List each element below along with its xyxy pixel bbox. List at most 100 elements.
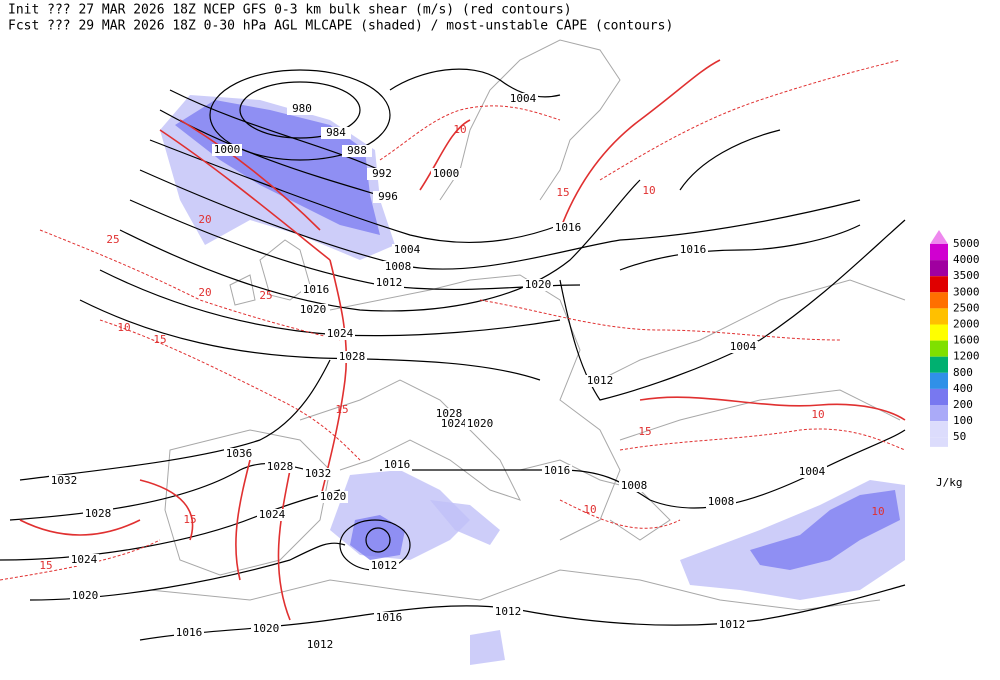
isobar xyxy=(19,359,331,481)
label-backdrop xyxy=(523,279,553,291)
coastline xyxy=(619,389,901,441)
shear-label: 25 xyxy=(106,233,119,246)
isobar-label: 1012 xyxy=(307,638,334,651)
isobar xyxy=(79,299,541,381)
isobar-label: 1032 xyxy=(51,474,78,487)
isobar-label: 1024 xyxy=(259,508,286,521)
label-backdrop xyxy=(251,623,281,635)
label-backdrop xyxy=(212,144,242,156)
shear-label: 15 xyxy=(638,425,651,438)
isobar xyxy=(559,219,906,401)
label-backdrop xyxy=(367,168,397,180)
label-backdrop xyxy=(431,168,461,180)
label-backdrop xyxy=(585,375,615,387)
legend-label: 800 xyxy=(953,366,973,379)
isobar xyxy=(169,89,391,176)
isobar-label: 1008 xyxy=(708,495,735,508)
legend-swatch xyxy=(930,372,948,389)
isobar-label: 1008 xyxy=(385,260,412,273)
shear-contour xyxy=(0,499,681,581)
label-backdrop xyxy=(69,554,99,566)
shear-label: 15 xyxy=(335,403,348,416)
legend-label: 100 xyxy=(953,414,973,427)
cape-area xyxy=(350,515,405,560)
legend-label: 50 xyxy=(953,430,966,443)
coastline xyxy=(229,274,256,306)
shear-label: 10 xyxy=(117,321,130,334)
shear-contour xyxy=(19,479,194,541)
isobar xyxy=(619,224,861,271)
legend-label: 2500 xyxy=(953,301,980,314)
legend-label: 2000 xyxy=(953,318,980,331)
label-backdrop xyxy=(382,459,412,471)
isobar-label: 988 xyxy=(347,144,367,157)
shear-label: 15 xyxy=(39,559,52,572)
isobar-label: 1012 xyxy=(719,618,746,631)
color-legend: J/kg 5000 4000 3500 3000 2500 2000 1600 1200 800… xyxy=(930,230,980,489)
isobar-label: 980 xyxy=(292,102,312,115)
label-backdrop xyxy=(325,328,355,340)
isobar-label: 1032 xyxy=(305,467,332,480)
isobar-label: 1012 xyxy=(587,374,614,387)
label-backdrop xyxy=(508,93,538,105)
label-backdrop xyxy=(542,465,572,477)
label-backdrop xyxy=(493,606,523,618)
isobar-label: 1020 xyxy=(253,622,280,635)
label-backdrop xyxy=(298,304,328,316)
label-backdrop xyxy=(439,418,469,430)
label-backdrop xyxy=(374,612,404,624)
isobar-label: 1020 xyxy=(320,490,347,503)
label-backdrop xyxy=(224,448,254,460)
label-backdrop xyxy=(287,103,317,115)
coastline xyxy=(599,279,906,381)
label-backdrop xyxy=(383,261,413,273)
legend-swatch xyxy=(930,260,948,277)
isobar xyxy=(389,68,561,98)
legend-swatch xyxy=(930,244,948,261)
label-backdrop xyxy=(706,496,736,508)
isobar-label: 1000 xyxy=(433,167,460,180)
shear-contour xyxy=(379,105,561,161)
isobar xyxy=(209,69,391,161)
coastline xyxy=(164,429,331,576)
shear-contour xyxy=(99,319,361,461)
shear-label: 10 xyxy=(583,503,596,516)
legend-label: 1600 xyxy=(953,334,980,347)
label-backdrop xyxy=(374,277,404,289)
isobar xyxy=(139,169,861,270)
shear-contour xyxy=(179,119,321,231)
label-backdrop xyxy=(257,509,287,521)
label-backdrop xyxy=(465,418,495,430)
legend-swatch xyxy=(930,405,948,422)
shear-contour xyxy=(639,396,906,421)
legend-label: 5000 xyxy=(953,237,980,250)
isobar xyxy=(239,81,361,139)
legend-label: 200 xyxy=(953,398,973,411)
shear-contour xyxy=(599,59,901,181)
label-backdrop xyxy=(392,244,422,256)
legend-swatch xyxy=(930,340,948,357)
shear-contours xyxy=(0,59,906,621)
isobar-label: 1020 xyxy=(72,589,99,602)
isobar-label: 1012 xyxy=(376,276,403,289)
isobar-label: 1004 xyxy=(799,465,826,478)
label-backdrop xyxy=(369,560,399,572)
legend-swatch xyxy=(930,388,948,405)
shear-label: 10 xyxy=(642,184,655,197)
shear-label: 10 xyxy=(453,123,466,136)
label-backdrop xyxy=(553,222,583,234)
isobar xyxy=(679,129,781,191)
isobar-label: 1000 xyxy=(214,143,241,156)
legend-swatch xyxy=(930,324,948,341)
coastline xyxy=(149,569,881,611)
legend-label: 1200 xyxy=(953,350,980,363)
isobar-label: 992 xyxy=(372,167,392,180)
isobar xyxy=(119,179,641,312)
isobar-label: 1028 xyxy=(85,507,112,520)
isobar xyxy=(380,429,906,509)
isobar-label: 1016 xyxy=(555,221,582,234)
shear-label: 10 xyxy=(811,408,824,421)
isobar-label: 984 xyxy=(326,126,346,139)
isobar-label: 1016 xyxy=(376,611,403,624)
